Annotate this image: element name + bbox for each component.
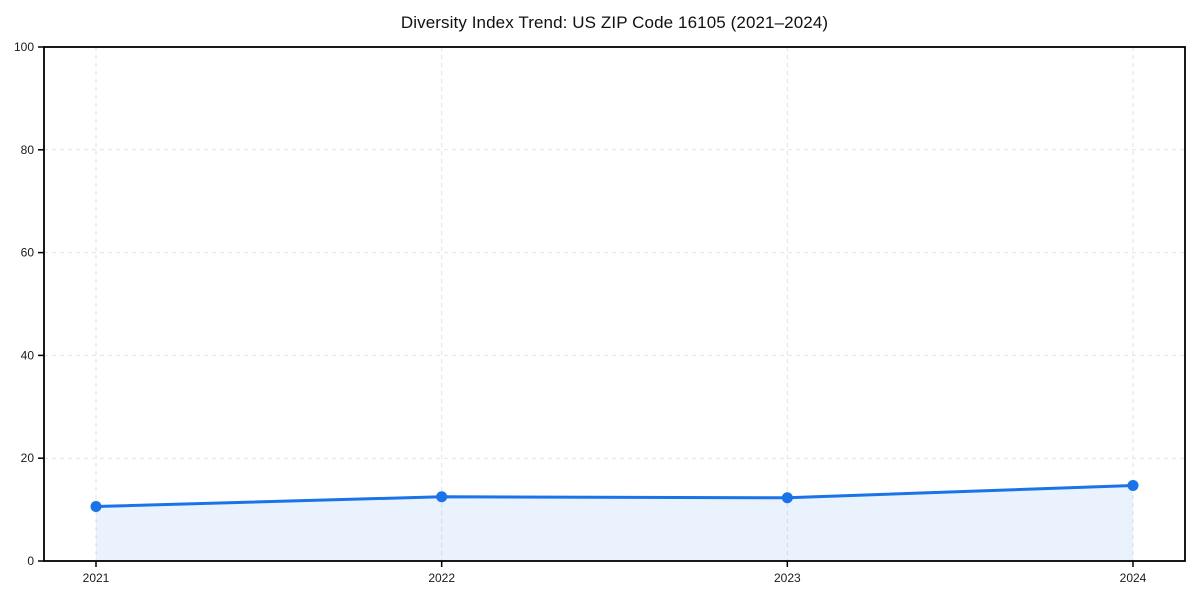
- chart-title: Diversity Index Trend: US ZIP Code 16105…: [400, 13, 829, 32]
- y-tick-label-80: 80: [21, 143, 35, 157]
- y-tick-label-0: 0: [27, 554, 34, 568]
- y-tick-label-100: 100: [14, 40, 34, 54]
- y-tick-label-40: 40: [21, 348, 35, 362]
- data-point-2024: [1127, 479, 1139, 491]
- data-point-2023: [781, 492, 793, 504]
- series-line: [94, 483, 1135, 509]
- y-tick-label-60: 60: [21, 246, 35, 260]
- x-tick-label-2022: 2022: [428, 571, 455, 585]
- x-tick-label-2023: 2023: [774, 571, 801, 585]
- x-tick-label-2021: 2021: [83, 571, 110, 585]
- y-tick-label-20: 20: [21, 451, 35, 465]
- x-tick-label-2024: 2024: [1120, 571, 1147, 585]
- data-point-2022: [436, 491, 448, 503]
- plot-frame: [43, 46, 1186, 562]
- data-point-2021: [90, 501, 102, 513]
- series-area-fill: [96, 485, 1133, 561]
